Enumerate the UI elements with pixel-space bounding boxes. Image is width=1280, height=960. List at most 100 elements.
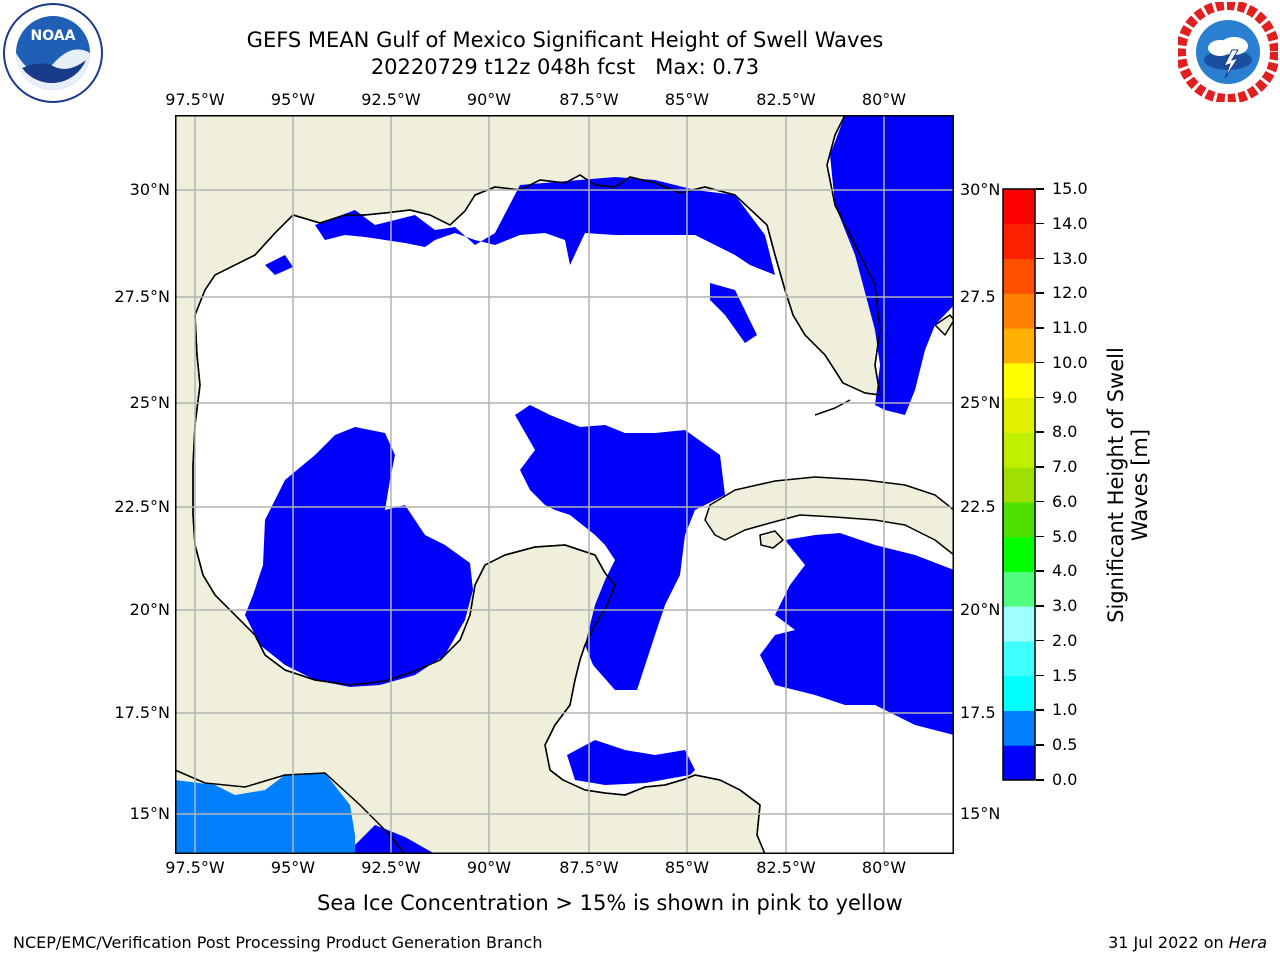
colorbar-tick [1036, 327, 1044, 329]
lon-label-top: 97.5°W [165, 90, 225, 109]
colorbar-tick-label: 0.0 [1052, 770, 1078, 789]
colorbar-segment [1003, 606, 1035, 642]
colorbar-tick [1036, 535, 1044, 538]
map-frame [175, 115, 954, 854]
lon-label-top: 85°W [664, 90, 710, 109]
colorbar-tick [1036, 674, 1044, 677]
colorbar-tick [1036, 779, 1044, 781]
colorbar-tick [1036, 396, 1044, 399]
colorbar-tick [1036, 570, 1044, 572]
colorbar-segment [1003, 571, 1035, 607]
swell-region-ne-pocket [710, 283, 757, 343]
lon-label-top: 90°W [466, 90, 512, 109]
colorbar-tick [1036, 744, 1044, 746]
colorbar-tick-label: 9.0 [1052, 387, 1078, 407]
chart-title-line1: GEFS MEAN Gulf of Mexico Significant Hei… [246, 28, 884, 52]
lon-label-top: 87.5°W [559, 90, 619, 109]
colorbar-segment [1003, 467, 1035, 503]
colorbar-tick-label: 0.5 [1052, 735, 1078, 755]
colorbar-title-line2: Waves [m] [1128, 428, 1152, 542]
swell-region-w-gulf [245, 427, 473, 687]
colorbar-tick-label: 2.0 [1052, 630, 1078, 650]
lat-label-left: 17.5°N [114, 703, 170, 722]
colorbar-tick [1036, 222, 1044, 225]
lat-label-right: 20°N [960, 600, 1001, 619]
lat-label-left: 20°N [129, 600, 170, 619]
colorbar-segment [1003, 745, 1035, 781]
colorbar-tick [1036, 466, 1044, 468]
lon-label-bottom: 92.5°W [361, 858, 421, 877]
lon-label-bottom: 97.5°W [165, 858, 225, 877]
colorbar-tick [1036, 361, 1044, 364]
colorbar-tick [1036, 431, 1044, 433]
colorbar-tick [1036, 605, 1044, 607]
colorbar-tick [1036, 188, 1044, 190]
colorbar-tick-label: 8.0 [1052, 422, 1078, 442]
lat-label-left: 25°N [129, 393, 170, 412]
colorbar-tick-label: 13.0 [1052, 248, 1088, 268]
lat-label-right: 25°N [960, 393, 1001, 412]
colorbar-title-line1: Significant Height of Swell [1104, 347, 1128, 623]
footer-left: NCEP/EMC/Verification Post Processing Pr… [13, 933, 543, 952]
lon-label-bottom: 85°W [664, 858, 710, 877]
colorbar-segment [1003, 640, 1035, 677]
colorbar-tick [1036, 257, 1044, 260]
colorbar-segment [1003, 362, 1035, 399]
swell-region-central [515, 405, 725, 690]
graticule [175, 115, 954, 854]
bottom-lon-labels: 97.5°W 95°W 92.5°W 90°W 87.5°W 85°W 82.5… [0, 858, 1280, 878]
colorbar-segment [1003, 536, 1035, 572]
colorbar-tick-label: 1.0 [1052, 700, 1078, 720]
colorbar-segment [1003, 397, 1035, 433]
colorbar-frame [1002, 188, 1036, 781]
colorbar-segment [1003, 328, 1035, 364]
colorbar-tick-label: 1.5 [1052, 665, 1078, 685]
colorbar-tick [1036, 639, 1044, 642]
lon-label-top: 82.5°W [756, 90, 816, 109]
sea-ice-note: Sea Ice Concentration > 15% is shown in … [317, 891, 903, 915]
colorbar-tick-label: 5.0 [1052, 526, 1078, 546]
lon-label-bottom: 82.5°W [756, 858, 816, 877]
colorbar-tick-label: 4.0 [1052, 561, 1078, 581]
colorbar-segment [1003, 223, 1035, 260]
land-bahamas [934, 314, 954, 336]
colorbar-segment [1003, 432, 1035, 468]
colorbar-tick [1036, 292, 1044, 294]
colorbar-segment [1003, 710, 1035, 746]
noaa-logo: NOAA [3, 3, 103, 103]
lon-label-top: 92.5°W [361, 90, 421, 109]
colorbar-segments [1003, 189, 1035, 781]
chart-title-line2: 20220729 t12z 048h fcst Max: 0.73 [370, 55, 760, 79]
footer-machine: Hera [1228, 933, 1267, 952]
swell-region-se-gulf [760, 533, 954, 735]
swell-region-nw-gulf [265, 255, 293, 275]
map-panel [175, 115, 954, 854]
colorbar-tick-label: 7.0 [1052, 457, 1078, 477]
lat-label-right: 27.5 [960, 287, 996, 306]
lat-label-right: 30°N [960, 180, 1001, 199]
colorbar-tick [1036, 500, 1044, 503]
lat-label-left: 15°N [129, 804, 170, 823]
swell-region-caribbean [567, 740, 695, 785]
lon-label-bottom: 95°W [270, 858, 316, 877]
colorbar-tick-label: 14.0 [1052, 213, 1088, 233]
colorbar-segment [1003, 675, 1035, 711]
svg-text:NOAA: NOAA [31, 28, 76, 44]
top-lon-labels: 97.5°W 95°W 92.5°W 90°W 87.5°W 85°W 82.5… [0, 90, 1280, 110]
lat-label-left: 27.5°N [114, 287, 170, 306]
swell-region-n-gulf [315, 177, 775, 275]
lon-label-bottom: 87.5°W [559, 858, 619, 877]
colorbar-segment [1003, 189, 1035, 225]
lat-label-right: 17.5 [960, 703, 996, 722]
colorbar-tick-label: 3.0 [1052, 596, 1078, 616]
land-cuba [704, 476, 954, 556]
nws-logo [1178, 2, 1278, 102]
lat-label-right: 15°N [960, 804, 1001, 823]
lon-label-top: 95°W [270, 90, 316, 109]
coastline-pacific [175, 769, 406, 854]
colorbar-tick-label: 6.0 [1052, 491, 1078, 511]
colorbar-segment [1003, 258, 1035, 294]
colorbar-tick-label: 15.0 [1052, 179, 1088, 198]
lon-label-bottom: 80°W [861, 858, 907, 877]
colorbar [1002, 188, 1036, 781]
